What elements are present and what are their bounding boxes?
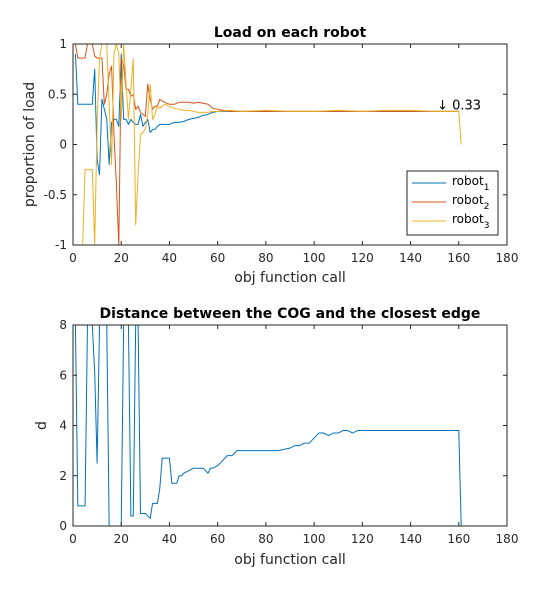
distance-ytick-label: 4: [59, 419, 67, 433]
load-plot-axes-box: [72, 43, 508, 246]
load-xtick-label: 0: [69, 251, 77, 265]
distance-ytick-label: 0: [59, 519, 67, 533]
load-annotation: ↓ 0.33: [437, 98, 481, 113]
distance-xtick-label: 60: [210, 532, 225, 546]
distance-xtick-label: 40: [162, 532, 177, 546]
load-xtick-label: 100: [303, 251, 326, 265]
load-plot-title: Load on each robot: [214, 25, 367, 41]
distance-xtick-label: 180: [496, 532, 519, 546]
load-plot-ticks: 0 20 40 60 80 100 120 140 160 180 -1 -0.5 0 0.5 1: [44, 37, 519, 265]
distance-xtick-label: 0: [69, 532, 77, 546]
load-xtick-label: 40: [162, 251, 177, 265]
distance-xtick-label: 20: [114, 532, 129, 546]
distance-ytick-label: 2: [59, 469, 67, 483]
distance-xtick-label: 80: [258, 532, 273, 546]
distance-xtick-label: 100: [303, 532, 326, 546]
legend-label-robot1: robot1: [452, 174, 489, 193]
load-plot-xlabel: obj function call: [234, 270, 346, 286]
load-xtick-label: 180: [496, 251, 519, 265]
distance-plot: Distance between the COG and the closest…: [34, 306, 518, 568]
load-xtick-label: 140: [399, 251, 422, 265]
distance-xtick-label: 120: [351, 532, 374, 546]
load-xtick-label: 120: [351, 251, 374, 265]
distance-ytick-label: 8: [59, 318, 67, 332]
load-plot-lines: [74, 44, 462, 245]
load-ytick-label: -0.5: [44, 188, 67, 202]
load-plot-ylabel: proportion of load: [22, 82, 38, 207]
legend-box: [406, 170, 499, 236]
distance-plot-ylabel: d: [34, 421, 50, 430]
distance-xtick-label: 160: [447, 532, 470, 546]
legend-label-robot2: robot2: [452, 193, 489, 212]
distance-xtick-label: 140: [399, 532, 422, 546]
distance-series-line-0: [74, 325, 462, 526]
load-xtick-label: 20: [114, 251, 129, 265]
load-ytick-label: 0: [59, 138, 67, 152]
distance-plot-title: Distance between the COG and the closest…: [100, 306, 481, 322]
distance-ytick-label: 6: [59, 368, 67, 382]
load-plot: Load on each robot 0 20 40 60 80 100 120 140 160…: [22, 25, 518, 286]
load-xtick-label: 80: [258, 251, 273, 265]
distance-plot-xlabel: obj function call: [234, 552, 346, 568]
distance-plot-lines: [74, 325, 462, 526]
distance-plot-axes-box: [72, 324, 508, 527]
load-xtick-label: 60: [210, 251, 225, 265]
load-series-line-robot2: [74, 44, 459, 245]
load-xtick-label: 160: [447, 251, 470, 265]
load-ytick-label: -1: [55, 238, 67, 252]
load-ytick-label: 1: [59, 37, 67, 51]
legend: robot1 robot2 robot3: [406, 170, 499, 236]
load-ytick-label: 0.5: [48, 87, 67, 101]
legend-label-robot3: robot3: [452, 212, 489, 231]
load-series-line-robot3: [75, 44, 462, 245]
